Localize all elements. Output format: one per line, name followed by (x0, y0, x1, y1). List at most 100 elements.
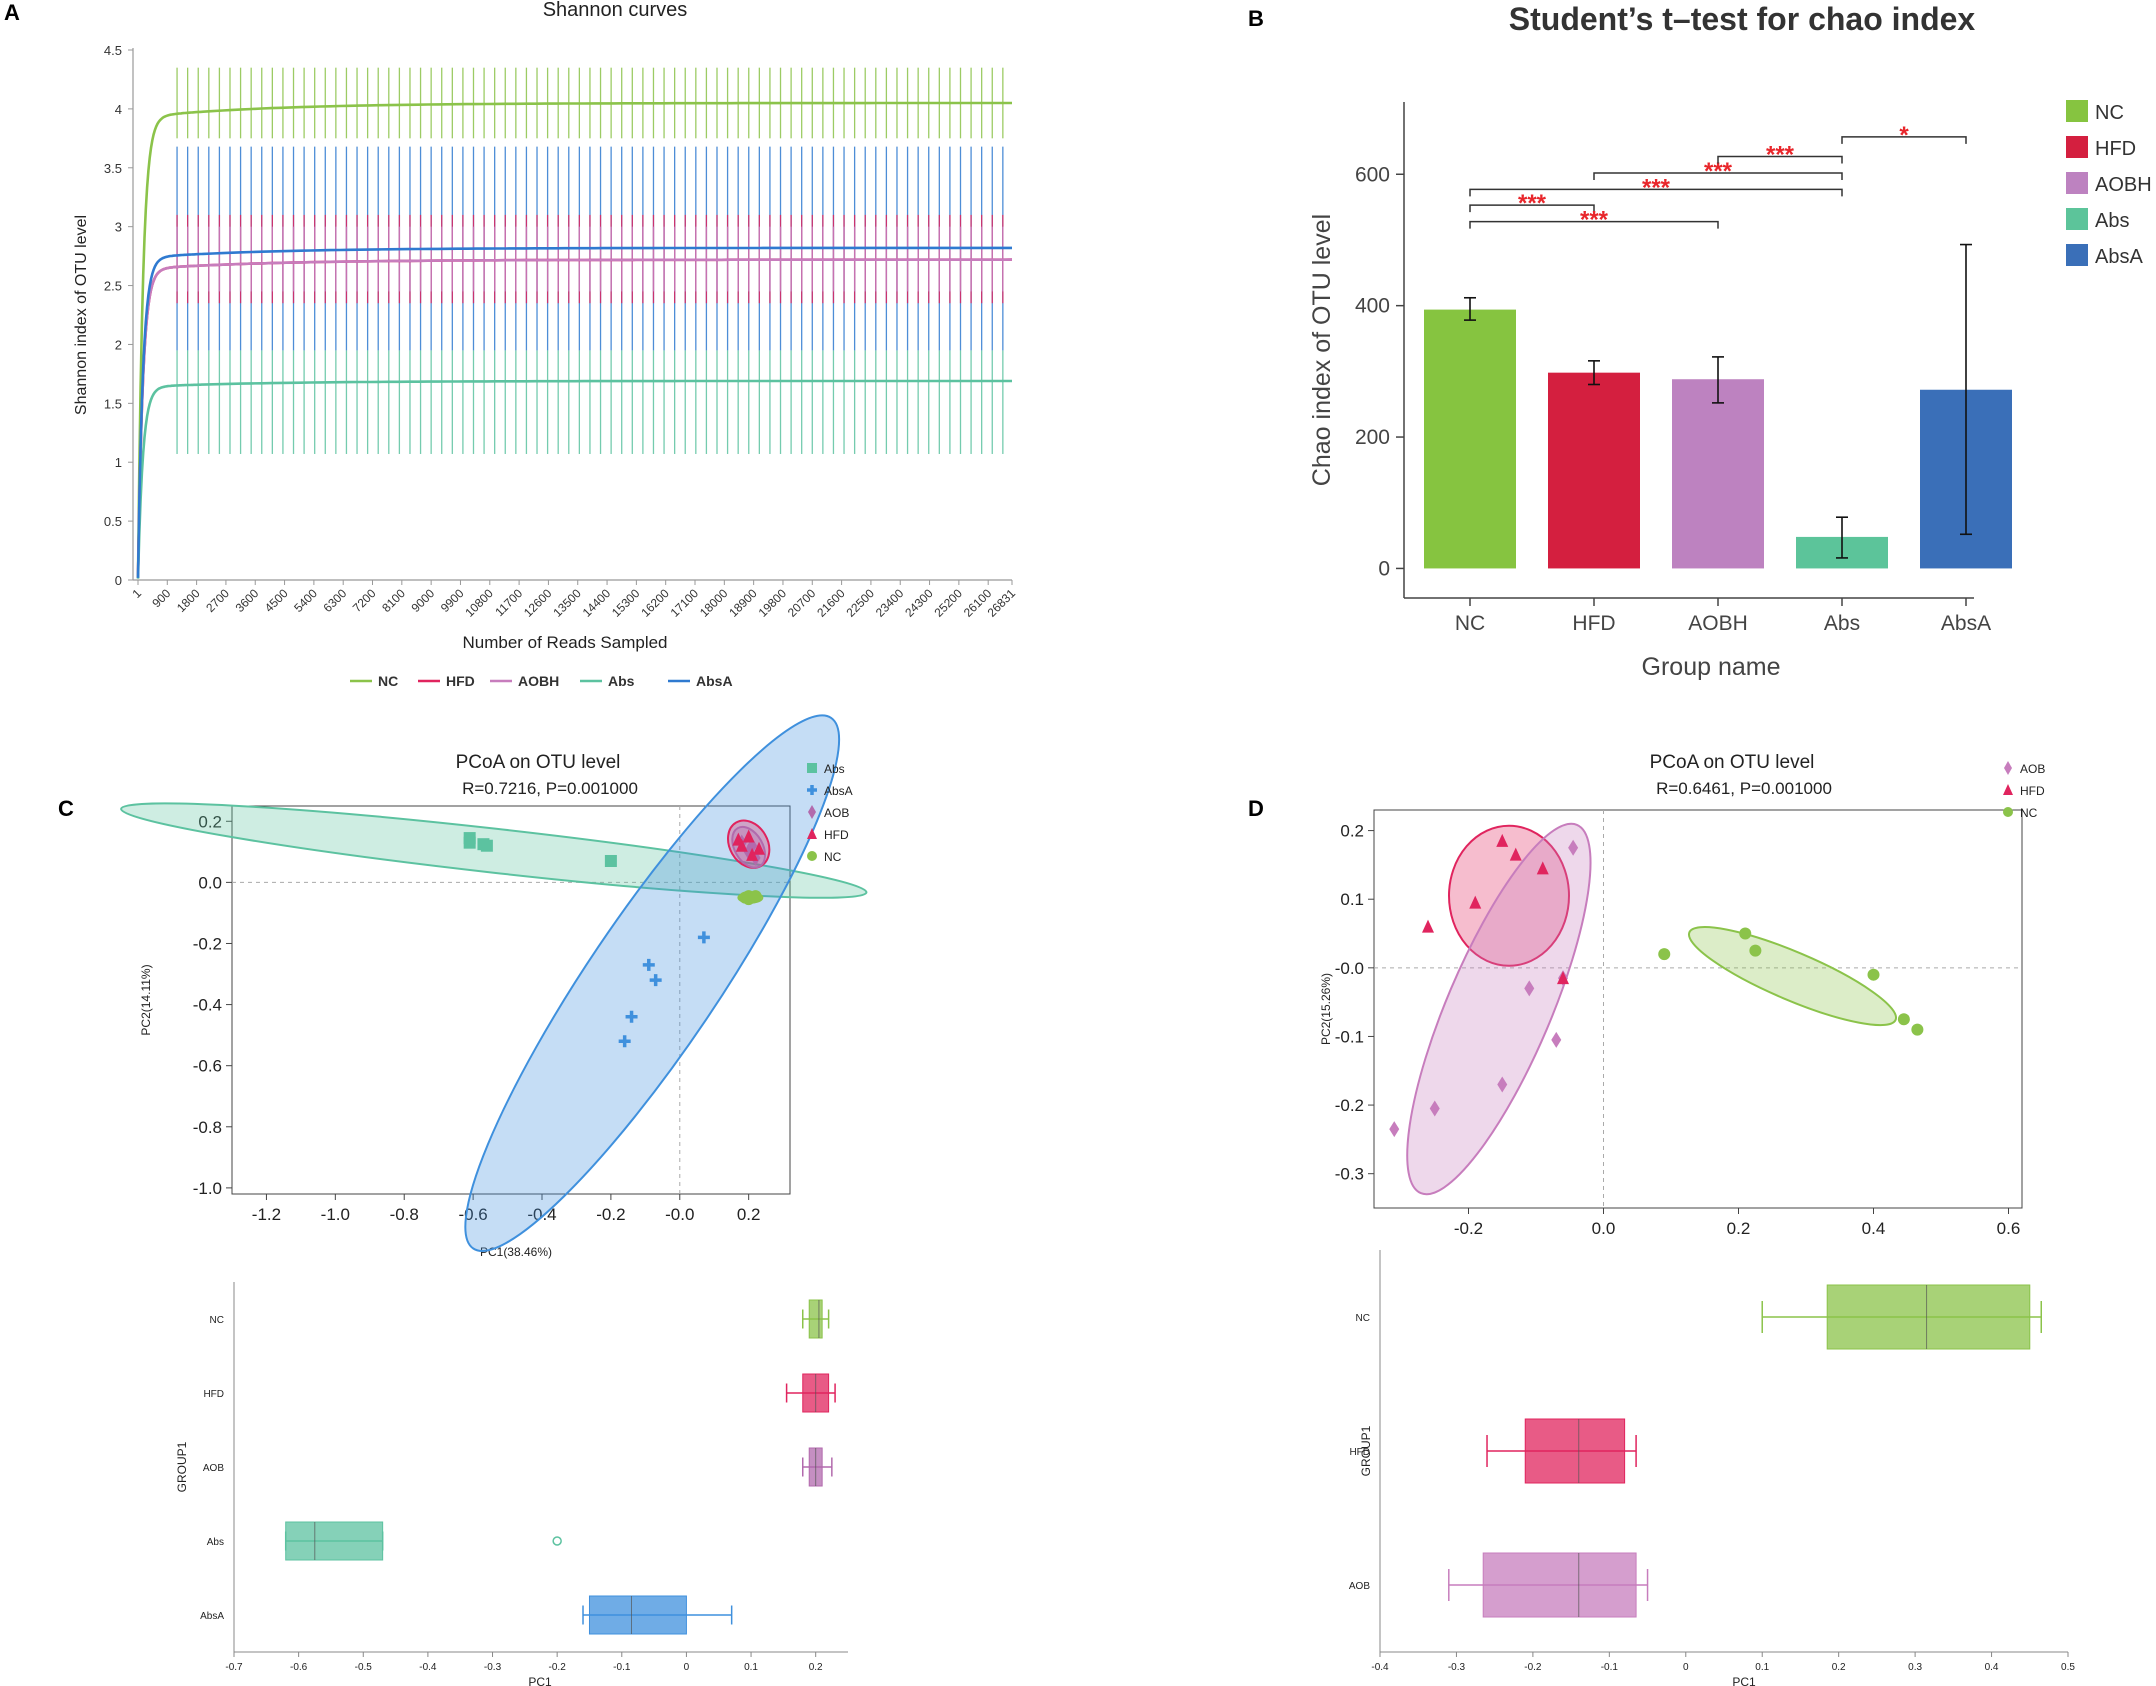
legend-label-NC: NC (824, 850, 842, 864)
box-NC (808, 1299, 823, 1339)
box-Abs (285, 1521, 384, 1561)
series-HFD (1422, 833, 1569, 985)
legend-swatch-Abs (2066, 208, 2088, 230)
y-tick-label: -0.4 (193, 996, 222, 1015)
x-axis-label: Group name (1642, 653, 1781, 681)
box-x-axis-label: PC1 (528, 1675, 552, 1686)
x-tick-label: 11700 (492, 586, 525, 619)
point-HFD (1509, 847, 1522, 861)
panel-label-b: B (1248, 6, 1264, 31)
point-HFD (1536, 861, 1549, 875)
box-x-axis-label: PC1 (1732, 1675, 1756, 1686)
confidence-ellipse-NC (1687, 926, 1898, 1027)
point-AbsA (618, 1035, 631, 1048)
significance-bracket (1841, 136, 1967, 144)
y-tick-label: -0.2 (193, 934, 222, 953)
chart-subtitle: R=0.7216, P=0.001000 (462, 779, 638, 798)
point-AOB (1524, 980, 1535, 997)
legend-swatch-HFD (2066, 136, 2088, 158)
legend-label-HFD: HFD (2095, 138, 2136, 160)
x-tick-label: 1800 (174, 586, 203, 615)
bar-AOBH (1672, 379, 1764, 569)
point-NC (1911, 1023, 1924, 1036)
chart-subtitle: R=0.6461, P=0.001000 (1656, 779, 1832, 798)
errorbars-NC (176, 67, 1004, 139)
y-tick-label: 200 (1355, 426, 1390, 449)
legend-marker-NC (2003, 807, 2013, 817)
y-tick-label: -1.0 (193, 1179, 222, 1198)
chart-title: PCoA on OTU level (456, 752, 621, 773)
y-tick-label: 2 (115, 337, 122, 352)
panel-d-pcoa: PCoA on OTU level R=0.6461, P=0.001000 -0.… (1319, 752, 2075, 1686)
x-tick-label: 3600 (233, 586, 262, 615)
box-HFD (1524, 1418, 1626, 1484)
series-Abs (463, 832, 617, 867)
x-tick-label: 1 (129, 586, 144, 601)
y-tick-label: 4.5 (104, 43, 122, 58)
legend-marker-NC (807, 851, 817, 861)
series-line-AbsA (136, 246, 1012, 578)
chart-title: Student’s t–test for chao index (1509, 1, 1976, 37)
y-tick-label: 3 (115, 220, 122, 235)
errorbars-AOBH (176, 226, 1004, 292)
legend-label-AOB: AOB (2020, 762, 2045, 776)
y-tick-label: -0.6 (193, 1057, 222, 1076)
series-line-AOBH (136, 258, 1013, 578)
box-category-label-AOB: AOB (203, 1463, 224, 1474)
legend-swatch-AOBH (2066, 172, 2088, 194)
legend-label-AbsA: AbsA (2095, 246, 2143, 268)
x-axis-label: Number of Reads Sampled (462, 633, 667, 652)
x-tick-label: -0.8 (390, 1205, 419, 1224)
point-HFD (735, 838, 748, 852)
x-tick-label: 9000 (408, 586, 437, 615)
panel-label-a: A (4, 0, 20, 25)
significance-bracket (1469, 188, 1843, 197)
y-tick-label: 0.2 (1340, 822, 1364, 841)
box-category-label-Abs: Abs (207, 1537, 224, 1548)
box-x-tick-label: -0.2 (549, 1662, 567, 1673)
y-tick-label: 2.5 (104, 279, 122, 294)
panel-c-pcoa: PCoA on OTU level R=0.7216, P=0.001000 -1.… (120, 714, 868, 1686)
significance-bracket (1469, 204, 1595, 213)
legend-label-AbsA: AbsA (696, 673, 733, 689)
panel-b-chao-ttest: Student’s t–test for chao index 0 200 400 60… (1308, 1, 2152, 681)
point-AOB (1389, 1121, 1400, 1138)
series-line-HFD (136, 258, 1013, 578)
x-tick-label: 0.4 (1862, 1219, 1886, 1238)
box-category-label-NC: NC (210, 1315, 224, 1326)
x-tick-label-AbsA: AbsA (1941, 612, 1991, 635)
legend-marker-HFD (2003, 784, 2013, 795)
legend-label-Abs: Abs (2095, 210, 2129, 232)
x-tick-label: 5400 (291, 586, 320, 615)
x-tick-label: 0.0 (1592, 1219, 1616, 1238)
point-AOB (1497, 1076, 1508, 1093)
box-x-tick-label: 0.1 (744, 1662, 758, 1673)
box-AbsA (588, 1595, 687, 1635)
x-tick-label: 0.2 (737, 1205, 761, 1224)
x-tick-label: 6300 (321, 586, 350, 615)
point-NC (1897, 1013, 1910, 1026)
x-tick-label: 18000 (697, 586, 731, 620)
y-tick-label: 1 (115, 455, 122, 470)
box-x-tick-label: -0.3 (1448, 1662, 1466, 1673)
point-Abs (463, 836, 476, 849)
legend-label-AOBH: AOBH (2095, 174, 2152, 196)
y-tick-label: 1.5 (104, 396, 122, 411)
legend-marker-HFD (807, 828, 817, 839)
x-tick-label: 10800 (462, 586, 496, 620)
box-category-label-AOB: AOB (1349, 1581, 1370, 1592)
x-tick-label: -0.2 (1454, 1219, 1483, 1238)
legend-label-HFD: HFD (824, 828, 849, 842)
box-category-label-HFD: HFD (203, 1389, 224, 1400)
x-tick-label: 12600 (521, 586, 555, 620)
point-AbsA (697, 931, 710, 944)
bar-HFD (1548, 372, 1640, 569)
box-NC (1826, 1284, 2031, 1350)
x-tick-label: 2700 (203, 586, 232, 615)
y-tick-label: -0.3 (1335, 1165, 1364, 1184)
legend-label-NC: NC (2020, 806, 2038, 820)
point-HFD (1422, 919, 1434, 933)
y-tick-label: 400 (1355, 295, 1390, 318)
x-tick-label: 22500 (844, 586, 878, 620)
